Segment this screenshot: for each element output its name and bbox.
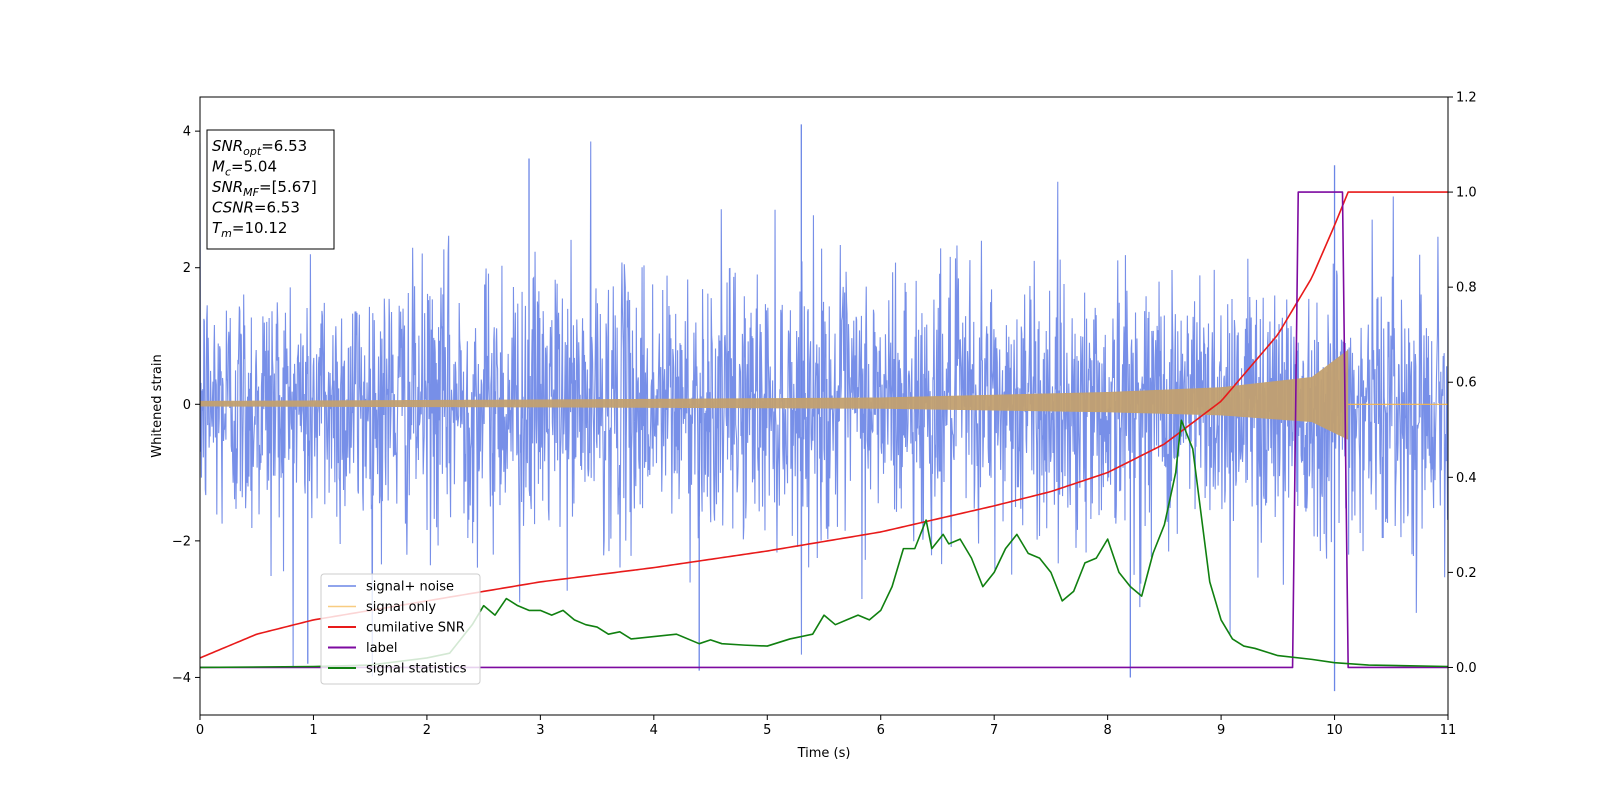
left-y-tick-label: 0 xyxy=(183,398,191,413)
noise-trace xyxy=(200,141,1448,677)
x-axis-label: Time (s) xyxy=(797,746,851,761)
stats-annotation-box: SNRopt=6.53Mc=5.04SNRMF=[5.67]CSNR=6.53T… xyxy=(206,129,335,250)
left-y-axis-label: Whitened strain xyxy=(150,354,165,457)
right-y-axis: 1.2 1.0 0.8 0.6 0.4 0.2 0.0 xyxy=(1448,91,1477,676)
x-tick-label: 4 xyxy=(650,723,658,738)
annotation-subscript: opt xyxy=(243,145,262,158)
x-tick-label: 2 xyxy=(423,723,431,738)
x-tick-label: 8 xyxy=(1103,723,1111,738)
label-line xyxy=(200,191,1448,669)
plot-area xyxy=(200,124,1448,692)
annotation-line: SNRMF=[5.67] xyxy=(212,178,317,199)
right-y-tick-label: 0.2 xyxy=(1456,566,1477,581)
left-y-tick-label: −4 xyxy=(172,671,191,686)
right-y-tick-label: 0.6 xyxy=(1456,376,1477,391)
x-tick-label: 0 xyxy=(196,723,204,738)
left-y-tick-label: 4 xyxy=(183,125,191,140)
legend-label: signal only xyxy=(366,600,436,615)
x-tick-label: 11 xyxy=(1440,723,1457,738)
annotation-variable: T xyxy=(212,219,223,237)
annotation-value: =6.53 xyxy=(254,199,300,217)
annotation-line: SNRopt=6.53 xyxy=(212,137,307,158)
annotation-variable: SNR xyxy=(212,137,243,155)
annotation-variable: SNR xyxy=(212,178,243,196)
annotation-value: =5.04 xyxy=(231,158,277,176)
signal-envelope xyxy=(200,349,1349,440)
left-y-axis: 4 2 0 −2 −4 xyxy=(172,125,200,686)
x-tick-label: 6 xyxy=(877,723,885,738)
annotation-line: CSNR=6.53 xyxy=(212,199,300,217)
x-tick-label: 7 xyxy=(990,723,998,738)
legend-frame xyxy=(320,573,481,685)
annotation-line: Tm=10.12 xyxy=(212,219,287,240)
right-y-tick-label: 0.0 xyxy=(1456,661,1477,676)
right-y-tick-label: 0.4 xyxy=(1456,471,1477,486)
x-tick-label: 1 xyxy=(309,723,317,738)
legend-label: label xyxy=(366,641,397,656)
annotation-value: =10.12 xyxy=(232,219,288,237)
series-signal-statistics xyxy=(200,419,1448,669)
annotation-value: =6.53 xyxy=(261,137,307,155)
legend: signal+ noise signal only cumilative SNR la… xyxy=(320,573,481,685)
annotation-subscript: MF xyxy=(243,186,259,199)
right-y-tick-label: 0.8 xyxy=(1456,281,1477,296)
legend-label: signal+ noise xyxy=(366,580,454,595)
series-label xyxy=(200,191,1448,669)
left-y-tick-label: 2 xyxy=(183,261,191,276)
x-axis: 0 1 2 3 4 5 6 7 8 9 10 11 xyxy=(196,715,1456,738)
right-y-tick-label: 1.0 xyxy=(1456,186,1477,201)
x-tick-label: 5 xyxy=(763,723,771,738)
annotation-value: =[5.67] xyxy=(259,178,317,196)
signal-statistics-line xyxy=(200,419,1448,669)
legend-label: cumilative SNR xyxy=(366,621,465,636)
legend-label: signal statistics xyxy=(366,662,467,677)
annotation-variable: CSNR xyxy=(212,199,254,217)
x-tick-label: 3 xyxy=(536,723,544,738)
series-signal-only xyxy=(200,349,1448,440)
annotation-frame xyxy=(206,129,335,250)
x-tick-label: 10 xyxy=(1326,723,1343,738)
right-y-tick-label: 1.2 xyxy=(1456,91,1477,106)
plot-frame xyxy=(199,96,1449,716)
annotation-subscript: c xyxy=(225,166,231,179)
annotation-subscript: m xyxy=(221,227,232,240)
x-tick-label: 9 xyxy=(1217,723,1225,738)
annotation-line: Mc=5.04 xyxy=(212,158,277,179)
annotation-variable: M xyxy=(212,158,225,176)
left-y-tick-label: −2 xyxy=(172,534,191,549)
